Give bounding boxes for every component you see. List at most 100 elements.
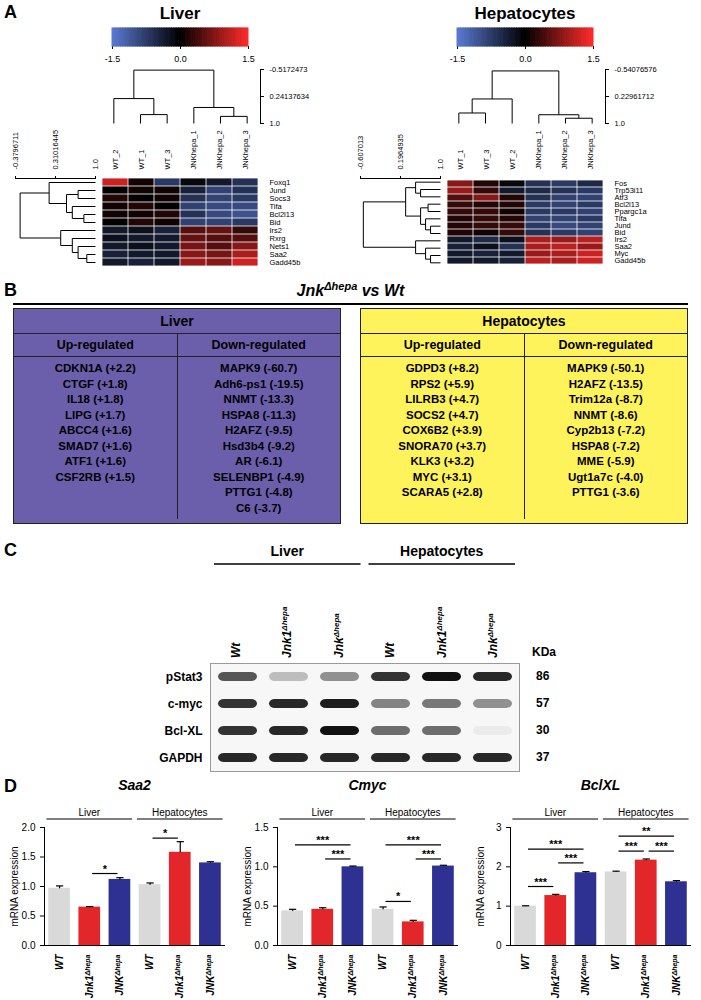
svg-text:-0.607013: -0.607013 <box>356 136 365 170</box>
html-text:Liver: Liver <box>159 4 201 23</box>
svg-text:KDa: KDa <box>532 645 556 659</box>
svg-text:WT: WT <box>377 954 388 970</box>
svg-text:-0.3796711: -0.3796711 <box>11 132 20 169</box>
svg-text:WT: WT <box>144 954 155 970</box>
svg-text:Bcl-XL: Bcl-XL <box>164 724 202 738</box>
svg-text:Jnk1Δhepa: Jnk1Δhepa <box>549 954 561 998</box>
svg-text:pStat3: pStat3 <box>166 670 203 684</box>
svg-text:mRNA expression: mRNA expression <box>475 846 486 926</box>
svg-text:0.1964935: 0.1964935 <box>396 134 405 169</box>
svg-text:0.0: 0.0 <box>519 54 532 64</box>
svg-text:Liver: Liver <box>78 807 100 818</box>
svg-text:0.5: 0.5 <box>22 910 36 921</box>
svg-text:3: 3 <box>496 822 502 833</box>
svg-text:WT_1: WT_1 <box>456 149 465 169</box>
svg-text:JnkΔhepa: JnkΔhepa <box>331 613 346 658</box>
svg-text:Jnk1Δhepa: Jnk1Δhepa <box>316 954 328 998</box>
svg-text:c-myc: c-myc <box>168 697 203 711</box>
svg-text:Jnk1Δhepa: Jnk1Δhepa <box>640 954 652 998</box>
svg-text:2: 2 <box>496 861 502 872</box>
svg-text:Wt: Wt <box>383 642 397 658</box>
svg-text:0.24137634: 0.24137634 <box>270 92 310 101</box>
svg-text:*: * <box>163 827 168 839</box>
svg-text:0.22961712: 0.22961712 <box>615 92 655 101</box>
svg-text:*: * <box>396 890 401 902</box>
svg-text:***: *** <box>564 852 578 864</box>
svg-text:***: *** <box>625 840 639 852</box>
svg-text:WT_1: WT_1 <box>137 149 146 169</box>
svg-text:JNKhepa_2: JNKhepa_2 <box>215 130 224 169</box>
svg-text:1.5: 1.5 <box>242 54 255 64</box>
svg-text:1.0: 1.0 <box>270 119 280 128</box>
svg-text:Jnk1Δhepa: Jnk1Δhepa <box>407 954 419 998</box>
svg-text:1.5: 1.5 <box>587 54 600 64</box>
svg-text:Jnk1Δhepa: Jnk1Δhepa <box>83 954 95 998</box>
svg-text:Hepatocytes: Hepatocytes <box>400 543 483 559</box>
svg-text:WT_3: WT_3 <box>163 149 172 169</box>
svg-text:Liver: Liver <box>544 807 566 818</box>
svg-text:WT_2: WT_2 <box>111 149 120 169</box>
svg-text:JNKΔhepa: JNKΔhepa <box>580 954 592 995</box>
svg-text:*: * <box>103 863 108 875</box>
svg-text:Gadd45b: Gadd45b <box>270 258 301 267</box>
svg-text:0.0: 0.0 <box>174 54 187 64</box>
svg-text:***: *** <box>316 834 330 846</box>
svg-text:0.0: 0.0 <box>22 940 36 951</box>
svg-text:Hepatocytes: Hepatocytes <box>618 807 674 818</box>
svg-text:Jnk1Δhepa: Jnk1Δhepa <box>174 954 186 998</box>
svg-text:***: *** <box>534 876 548 888</box>
svg-text:0: 0 <box>496 940 502 951</box>
svg-text:Jnk1Δhepa: Jnk1Δhepa <box>280 606 295 658</box>
svg-text:-1.5: -1.5 <box>450 54 466 64</box>
svg-text:***: *** <box>422 848 436 860</box>
svg-text:JNKhepa_1: JNKhepa_1 <box>534 130 543 169</box>
svg-text:1: 1 <box>496 900 502 911</box>
svg-text:JNKΔhepa: JNKΔhepa <box>437 954 449 995</box>
svg-text:**: ** <box>642 825 651 837</box>
svg-text:JNKΔhepa: JNKΔhepa <box>670 954 682 995</box>
svg-text:WT: WT <box>520 954 531 970</box>
svg-text:WT: WT <box>610 954 621 970</box>
svg-text:1.0: 1.0 <box>436 159 445 169</box>
svg-text:Liver: Liver <box>271 543 305 559</box>
svg-text:0.31016445: 0.31016445 <box>51 130 60 170</box>
html-text:JnkΔhepavs Wt: JnkΔhepavs Wt <box>296 280 405 300</box>
svg-text:Liver: Liver <box>311 807 333 818</box>
svg-text:-0.5172473: -0.5172473 <box>270 65 308 74</box>
svg-text:JnkΔhepa: JnkΔhepa <box>486 613 501 658</box>
svg-text:JNKhepa_3: JNKhepa_3 <box>586 130 595 169</box>
svg-text:JNKΔhepa: JNKΔhepa <box>114 954 126 995</box>
svg-text:1.0: 1.0 <box>91 159 100 169</box>
svg-text:WT_3: WT_3 <box>482 149 491 169</box>
svg-text:WT: WT <box>54 954 65 970</box>
svg-text:***: *** <box>655 840 669 852</box>
svg-text:***: *** <box>407 834 421 846</box>
svg-text:Hepatocytes: Hepatocytes <box>385 807 441 818</box>
svg-text:Gadd45b: Gadd45b <box>615 256 646 265</box>
svg-text:0.5: 0.5 <box>255 900 269 911</box>
svg-text:1.0: 1.0 <box>255 861 269 872</box>
svg-text:JNKhepa_1: JNKhepa_1 <box>189 130 198 169</box>
svg-text:Wt: Wt <box>229 642 243 658</box>
svg-text:***: *** <box>549 838 563 850</box>
svg-text:WT_2: WT_2 <box>508 149 517 169</box>
svg-text:Jnk1Δhepa: Jnk1Δhepa <box>434 606 449 658</box>
svg-text:1.5: 1.5 <box>22 851 36 862</box>
svg-text:1.5: 1.5 <box>255 822 269 833</box>
svg-text:-0.54076576: -0.54076576 <box>615 65 657 74</box>
svg-text:JNKΔhepa: JNKΔhepa <box>204 954 216 995</box>
svg-text:1.0: 1.0 <box>615 119 625 128</box>
svg-text:-1.5: -1.5 <box>105 54 121 64</box>
svg-text:WT: WT <box>287 954 298 970</box>
svg-text:1.0: 1.0 <box>22 881 36 892</box>
svg-text:JNKhepa_3: JNKhepa_3 <box>241 130 250 169</box>
svg-text:2.0: 2.0 <box>22 822 36 833</box>
svg-text:0.0: 0.0 <box>255 940 269 951</box>
svg-text:***: *** <box>331 848 345 860</box>
svg-text:GAPDH: GAPDH <box>159 751 202 765</box>
svg-text:JNKΔhepa: JNKΔhepa <box>347 954 359 995</box>
svg-text:mRNA expression: mRNA expression <box>242 846 253 926</box>
svg-text:JNKhepa_2: JNKhepa_2 <box>560 130 569 169</box>
svg-text:Hepatocytes: Hepatocytes <box>152 807 208 818</box>
svg-text:mRNA expression: mRNA expression <box>9 846 20 926</box>
